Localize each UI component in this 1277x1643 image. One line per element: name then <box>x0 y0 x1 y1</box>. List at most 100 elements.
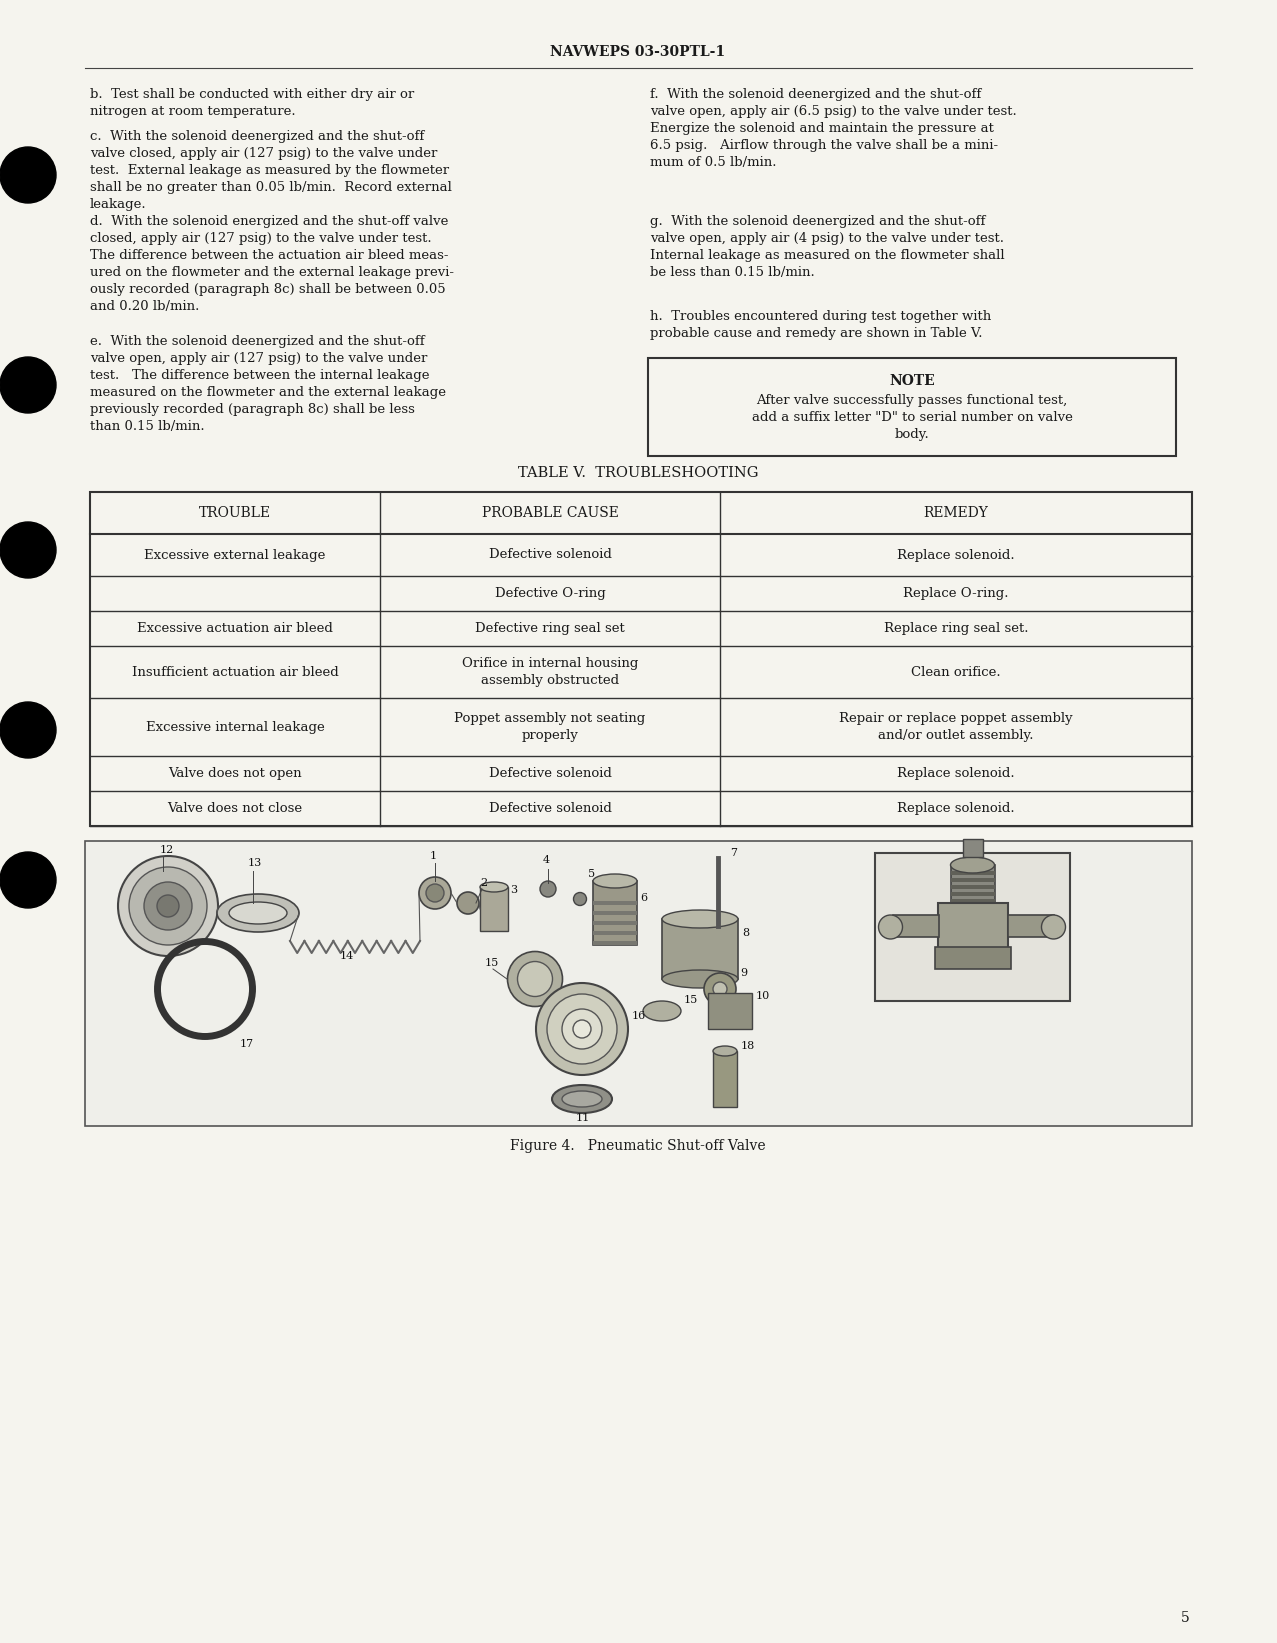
Text: 18: 18 <box>741 1042 755 1052</box>
Text: 12: 12 <box>160 845 174 854</box>
Ellipse shape <box>644 1001 681 1020</box>
Bar <box>480 887 508 932</box>
Text: 11: 11 <box>576 1112 590 1124</box>
Bar <box>950 877 995 882</box>
Bar <box>707 992 752 1029</box>
Text: 15: 15 <box>485 958 499 968</box>
Ellipse shape <box>713 983 727 996</box>
Text: g.  With the solenoid deenergized and the shut-off
valve open, apply air (4 psig: g. With the solenoid deenergized and the… <box>650 215 1005 279</box>
Ellipse shape <box>573 892 586 905</box>
Ellipse shape <box>536 983 628 1075</box>
Text: Valve does not close: Valve does not close <box>167 802 303 815</box>
Text: Poppet assembly not seating
properly: Poppet assembly not seating properly <box>455 711 646 743</box>
Ellipse shape <box>573 1020 591 1038</box>
Text: Defective O-ring: Defective O-ring <box>494 587 605 600</box>
Bar <box>661 918 738 979</box>
Bar <box>950 864 995 905</box>
Text: 7: 7 <box>730 848 737 858</box>
Text: Excessive internal leakage: Excessive internal leakage <box>146 721 324 733</box>
Ellipse shape <box>540 881 555 897</box>
Bar <box>893 915 939 937</box>
Text: Defective solenoid: Defective solenoid <box>489 767 612 780</box>
Ellipse shape <box>713 1047 737 1056</box>
Text: Clean orifice.: Clean orifice. <box>912 665 1001 679</box>
Bar <box>875 853 1070 1001</box>
Text: Excessive actuation air bleed: Excessive actuation air bleed <box>137 623 333 634</box>
Text: TROUBLE: TROUBLE <box>199 506 271 519</box>
Bar <box>937 904 1008 950</box>
Bar <box>593 881 637 945</box>
Bar <box>647 358 1176 457</box>
Ellipse shape <box>661 910 738 928</box>
Bar <box>89 491 1191 826</box>
Ellipse shape <box>144 882 192 930</box>
Text: c.  With the solenoid deenergized and the shut-off
valve closed, apply air (127 : c. With the solenoid deenergized and the… <box>89 130 452 210</box>
Circle shape <box>0 522 56 578</box>
Text: NOTE: NOTE <box>889 375 935 388</box>
Bar <box>950 886 995 889</box>
Text: Replace ring seal set.: Replace ring seal set. <box>884 623 1028 634</box>
Text: 6: 6 <box>640 894 647 904</box>
Text: Defective solenoid: Defective solenoid <box>489 802 612 815</box>
Ellipse shape <box>704 973 736 1006</box>
Text: Excessive external leakage: Excessive external leakage <box>144 549 326 562</box>
Ellipse shape <box>457 892 479 914</box>
Text: f.  With the solenoid deenergized and the shut-off
valve open, apply air (6.5 ps: f. With the solenoid deenergized and the… <box>650 89 1016 169</box>
Bar <box>935 946 1010 969</box>
Ellipse shape <box>480 882 508 892</box>
Bar <box>950 892 995 895</box>
Text: 10: 10 <box>756 991 770 1001</box>
Text: b.  Test shall be conducted with either dry air or
nitrogen at room temperature.: b. Test shall be conducted with either d… <box>89 89 414 118</box>
Ellipse shape <box>547 994 617 1065</box>
Ellipse shape <box>217 894 299 932</box>
Text: 2: 2 <box>480 877 487 887</box>
Ellipse shape <box>1042 915 1065 940</box>
Bar <box>963 840 982 858</box>
Circle shape <box>0 702 56 757</box>
Ellipse shape <box>157 895 179 917</box>
Text: 8: 8 <box>742 928 750 938</box>
Circle shape <box>0 146 56 204</box>
Text: 3: 3 <box>510 886 517 895</box>
Text: Replace O-ring.: Replace O-ring. <box>903 587 1009 600</box>
Text: 5: 5 <box>587 869 595 879</box>
Text: Replace solenoid.: Replace solenoid. <box>898 767 1015 780</box>
Bar <box>950 871 995 876</box>
Text: Figure 4.   Pneumatic Shut-off Valve: Figure 4. Pneumatic Shut-off Valve <box>511 1139 766 1153</box>
Text: 4: 4 <box>543 854 550 864</box>
Ellipse shape <box>593 874 637 887</box>
Bar <box>593 910 637 915</box>
Ellipse shape <box>562 1009 601 1048</box>
Text: h.  Troubles encountered during test together with
probable cause and remedy are: h. Troubles encountered during test toge… <box>650 311 991 340</box>
Text: NAVWEPS 03-30PTL-1: NAVWEPS 03-30PTL-1 <box>550 44 725 59</box>
Text: After valve successfully passes functional test,
add a suffix letter "D" to seri: After valve successfully passes function… <box>752 394 1073 440</box>
Text: d.  With the solenoid energized and the shut-off valve
closed, apply air (127 ps: d. With the solenoid energized and the s… <box>89 215 455 314</box>
Text: 9: 9 <box>739 968 747 978</box>
Ellipse shape <box>129 868 207 945</box>
Circle shape <box>0 357 56 412</box>
Text: Insufficient actuation air bleed: Insufficient actuation air bleed <box>132 665 338 679</box>
Ellipse shape <box>117 856 218 956</box>
Ellipse shape <box>552 1084 612 1112</box>
Bar <box>593 922 637 925</box>
Bar <box>593 900 637 905</box>
Text: Defective solenoid: Defective solenoid <box>489 549 612 562</box>
Text: Repair or replace poppet assembly
and/or outlet assembly.: Repair or replace poppet assembly and/or… <box>839 711 1073 743</box>
Ellipse shape <box>879 915 903 940</box>
Text: 14: 14 <box>340 951 354 961</box>
Text: Replace solenoid.: Replace solenoid. <box>898 549 1015 562</box>
Bar <box>593 941 637 945</box>
Ellipse shape <box>517 961 553 997</box>
Text: Valve does not open: Valve does not open <box>169 767 301 780</box>
Ellipse shape <box>950 858 995 872</box>
Bar <box>1008 915 1054 937</box>
Bar <box>950 899 995 904</box>
Ellipse shape <box>661 969 738 987</box>
Text: 15: 15 <box>684 996 699 1006</box>
Ellipse shape <box>229 902 287 923</box>
Ellipse shape <box>707 922 729 930</box>
Text: Defective ring seal set: Defective ring seal set <box>475 623 624 634</box>
Text: Orifice in internal housing
assembly obstructed: Orifice in internal housing assembly obs… <box>462 657 638 687</box>
Ellipse shape <box>562 1091 601 1107</box>
Bar <box>593 932 637 935</box>
